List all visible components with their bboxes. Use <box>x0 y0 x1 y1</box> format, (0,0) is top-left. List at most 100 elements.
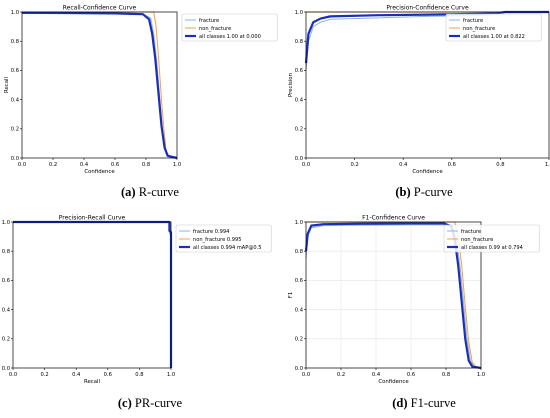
legend-box <box>181 13 278 42</box>
x-tick-label: 0.2 <box>40 372 48 378</box>
x-tick-label: 0.6 <box>448 162 456 168</box>
x-tick-label: 0.0 <box>302 372 310 378</box>
x-tick-label: 1.0 <box>167 372 175 378</box>
plot-frame <box>305 11 550 159</box>
chart-title: F1-Confidence Curve <box>362 215 425 222</box>
legend-entry: all classes 1.00 at 0.822 <box>463 34 525 40</box>
x-axis-label: Confidence <box>412 169 443 175</box>
legend-entry: fracture <box>461 229 481 235</box>
y-axis-label: Recall <box>4 77 10 93</box>
x-tick-label: 0.8 <box>142 162 150 168</box>
x-tick-label: 1.0 <box>545 162 550 168</box>
caption-letter: (d) <box>392 396 410 410</box>
chart-panel-1: 0.0 0.2 0.4 0.6 0.8 1.0 0.0 0.2 0.4 0.6 0.8 1.0 Reca… <box>4 5 278 199</box>
y-tick-label: 0.6 <box>2 278 10 284</box>
y-axis-label: Precision <box>288 73 294 97</box>
y-tick-label: 0.0 <box>295 156 303 162</box>
chart-title: Precision-Confidence Curve <box>386 5 469 12</box>
x-tick-label: 0.4 <box>80 162 89 168</box>
figure-caption: (a) R-curve <box>121 185 179 199</box>
legend-box <box>443 224 540 253</box>
y-tick-label: 0.6 <box>295 68 303 74</box>
legend: fracture 0.994 non_fracture 0.995 all clas… <box>175 224 272 253</box>
x-tick-label: 0.8 <box>442 372 450 378</box>
x-tick-label: 0.4 <box>72 372 81 378</box>
y-tick-label: 0.0 <box>295 366 303 372</box>
x-axis-label: Recall <box>84 379 100 385</box>
y-tick-label: 0.8 <box>295 249 303 255</box>
y-axis-label: Precision <box>0 283 1 307</box>
x-tick-label: 0.2 <box>49 162 57 168</box>
chart-title: Recall-Confidence Curve <box>63 5 137 12</box>
x-tick-label: 0.2 <box>350 162 358 168</box>
y-tick-label: 0.2 <box>295 127 303 133</box>
y-tick-label: 1.0 <box>295 220 303 226</box>
y-tick-label: 0.6 <box>295 278 303 284</box>
plot-frame <box>305 221 482 369</box>
caption-letter: (a) <box>121 185 139 199</box>
chart-panel-4: 0.0 0.2 0.4 0.6 0.8 1.0 0.0 0.2 0.4 0.6 0.8 1.0 F1-C… <box>288 215 540 410</box>
y-tick-label: 1.0 <box>295 10 303 16</box>
series-line-3 <box>13 220 173 368</box>
plot-frame <box>12 221 172 369</box>
y-tick-label: 0.4 <box>295 307 304 313</box>
x-axis-label: Confidence <box>84 169 115 175</box>
x-tick-label: 1.0 <box>173 162 181 168</box>
legend-entry: fracture 0.994 <box>193 229 229 235</box>
legend-box <box>175 224 272 253</box>
chart-panel-2: 0.0 0.2 0.4 0.6 0.8 1.0 0.0 0.2 0.4 0.6 0.8 1.0 Prec… <box>288 5 550 200</box>
x-axis-label: Confidence <box>378 379 409 385</box>
y-tick-label: 0.8 <box>295 39 303 45</box>
series-line-1 <box>13 221 172 368</box>
series-line-1 <box>22 12 178 159</box>
x-tick-label: 0.0 <box>18 162 26 168</box>
legend-entry: all classes 0.994 mAP@0.5 <box>193 245 262 251</box>
x-tick-label: 0.2 <box>337 372 345 378</box>
y-tick-label: 0.4 <box>11 97 20 103</box>
y-tick-label: 0.0 <box>11 156 19 162</box>
legend-entry: non_fracture 0.995 <box>193 237 241 243</box>
legend-entry: fracture <box>463 18 483 24</box>
caption-letter: (b) <box>395 185 413 199</box>
y-tick-label: 0.2 <box>11 127 19 133</box>
chart-panel-3: 0.0 0.2 0.4 0.6 0.8 1.0 0.0 0.2 0.4 0.6 0.8 1.0 Prec… <box>0 215 272 410</box>
y-tick-label: 1.0 <box>2 220 10 226</box>
x-tick-label: 0.0 <box>302 162 310 168</box>
x-tick-label: 0.8 <box>135 372 143 378</box>
x-tick-label: 0.6 <box>407 372 415 378</box>
legend-entry: fracture <box>199 18 219 24</box>
y-tick-label: 0.8 <box>2 249 10 255</box>
caption-text: PR-curve <box>135 396 183 410</box>
figure-caption: (c) PR-curve <box>118 396 183 410</box>
caption-text: F1-curve <box>411 396 457 410</box>
x-tick-label: 0.4 <box>399 162 408 168</box>
x-tick-label: 0.4 <box>372 372 381 378</box>
plot-frame <box>21 11 178 159</box>
y-tick-label: 0.4 <box>295 97 304 103</box>
x-tick-label: 0.8 <box>496 162 504 168</box>
y-tick-label: 0.6 <box>11 68 19 74</box>
series-line-3 <box>21 11 178 160</box>
legend-entry: non_fracture <box>199 26 231 32</box>
y-tick-label: 0.2 <box>2 337 10 343</box>
caption-text: R-curve <box>139 185 180 199</box>
series-line-2 <box>13 221 172 368</box>
series-line-3 <box>304 10 549 64</box>
x-tick-label: 0.6 <box>111 162 119 168</box>
y-axis-label: F1 <box>288 292 294 299</box>
legend-entry: all classes 1.00 at 0.000 <box>199 34 261 40</box>
x-tick-label: 0.0 <box>9 372 17 378</box>
legend-box <box>445 13 542 42</box>
y-tick-label: 1.0 <box>11 10 19 16</box>
figure-caption: (d) F1-curve <box>392 396 456 410</box>
chart-title: Precision-Recall Curve <box>59 215 126 222</box>
legend-entry: non_fracture <box>463 26 495 32</box>
caption-letter: (c) <box>118 396 135 410</box>
y-tick-label: 0.2 <box>295 337 303 343</box>
x-tick-label: 1.0 <box>477 372 485 378</box>
figure-caption: (b) P-curve <box>395 185 453 199</box>
